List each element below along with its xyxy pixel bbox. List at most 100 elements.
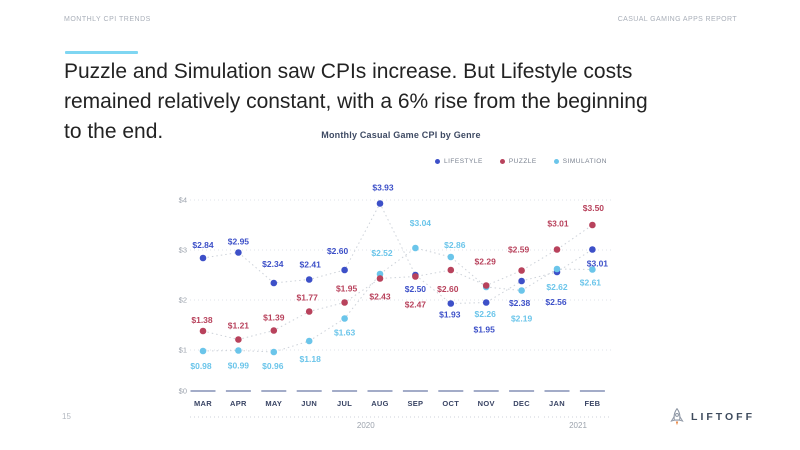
lifestyle-label-may: $2.34 <box>262 259 284 269</box>
simulation-label-dec: $2.19 <box>511 314 533 324</box>
simulation-point-sep <box>412 244 419 252</box>
accent-bar <box>65 51 138 54</box>
chart-title: Monthly Casual Game CPI by Genre <box>321 130 481 140</box>
month-label: OCT <box>442 399 459 408</box>
simulation-label-mar: $0.98 <box>190 361 212 371</box>
puzzle-label-oct: $2.60 <box>437 284 459 294</box>
lifestyle-label-sep: $2.50 <box>405 284 427 294</box>
simulation-label-jun: $1.18 <box>300 354 322 364</box>
legend-label: SIMULATION <box>562 158 607 165</box>
series-labels-puzzle: $1.38 $1.21 $1.39 $1.77 $1.95 $2.43 $2.47 $2.60… <box>191 203 604 331</box>
puzzle-point-jul <box>341 299 348 306</box>
legend-item-lifestyle: LIFESTYLE <box>435 158 483 165</box>
simulation-point-jun <box>305 337 313 345</box>
puzzle-point-apr <box>235 336 242 343</box>
month-label: DEC <box>513 399 530 408</box>
simulation-label-may: $0.96 <box>262 361 284 371</box>
lifestyle-point-feb <box>589 246 596 253</box>
lifestyle-point-jun <box>305 276 313 283</box>
simulation-point-mar <box>199 347 207 355</box>
y-axis-labels: $0 $1 $2 $3 $4 <box>179 196 187 396</box>
lifestyle-label-dec: $2.38 <box>509 298 531 308</box>
month-label: JUN <box>301 399 317 408</box>
puzzle-point-jun <box>305 308 313 315</box>
simulation-point-apr <box>235 347 242 354</box>
month-label: SEP <box>407 399 423 408</box>
headline: Puzzle and Simulation saw CPIs increase.… <box>64 60 648 143</box>
liftoff-logo: LIFTOFF <box>670 408 755 426</box>
puzzle-label-apr: $1.21 <box>228 321 250 331</box>
month-label: MAR <box>194 399 212 408</box>
puzzle-label-jul: $1.95 <box>336 284 358 294</box>
puzzle-point-oct <box>447 266 455 274</box>
legend-label: PUZZLE <box>508 158 537 165</box>
simulation-label-sep: $3.04 <box>410 218 432 228</box>
lifestyle-point-mar <box>199 254 207 262</box>
puzzle-label-jun: $1.77 <box>297 293 319 303</box>
simulation-label-apr: $0.99 <box>228 361 250 371</box>
brand-text: LIFTOFF <box>691 411 755 423</box>
lifestyle-label-feb: $3.01 <box>587 259 609 269</box>
puzzle-point-nov <box>482 282 490 289</box>
legend-item-puzzle: PUZZLE <box>499 158 537 165</box>
chart-legend: LIFESTYLE PUZZLE SIMULATION <box>435 158 607 165</box>
legend-label: LIFESTYLE <box>444 158 483 165</box>
y-tick-label: $2 <box>179 296 187 305</box>
y-tick-label: $4 <box>179 196 187 205</box>
slide-eyebrow: MONTHLY CPI TRENDS <box>64 16 151 23</box>
y-tick-label: $3 <box>179 246 187 255</box>
lifestyle-label-oct: $1.93 <box>439 310 461 320</box>
month-label: MAY <box>265 399 282 408</box>
month-label: JAN <box>549 399 565 408</box>
puzzle-point-may <box>270 327 278 334</box>
rocket-icon <box>670 408 684 426</box>
simulation-point-feb <box>589 266 596 273</box>
year-label: 2020 <box>357 421 375 430</box>
y-tick-label: $0 <box>179 387 187 396</box>
puzzle-label-may: $1.39 <box>263 313 285 323</box>
lifestyle-point-aug <box>376 200 384 207</box>
y-tick-label: $1 <box>179 346 187 355</box>
puzzle-point-sep <box>412 273 419 280</box>
series-points-simulation <box>199 244 596 356</box>
simulation-label-jan: $2.62 <box>546 282 568 292</box>
puzzle-point-feb <box>589 221 596 229</box>
lifestyle-point-jul <box>341 266 348 274</box>
puzzle-point-dec <box>518 267 525 274</box>
legend-item-simulation: SIMULATION <box>553 158 607 165</box>
simulation-label-feb: $2.61 <box>580 278 602 288</box>
lifestyle-point-oct <box>447 300 455 307</box>
puzzle-label-dec: $2.59 <box>508 245 530 255</box>
simulation-label-aug: $2.52 <box>371 248 393 258</box>
year-groups: 2020 2021 <box>190 416 612 430</box>
puzzle-point-mar <box>199 327 207 335</box>
simulation-point-oct <box>447 253 455 261</box>
month-label: FEB <box>584 399 600 408</box>
report-title: CASUAL GAMING APPS REPORT <box>617 16 737 23</box>
legend-dot-simulation <box>553 159 559 164</box>
simulation-label-nov: $2.26 <box>475 309 497 319</box>
month-label: AUG <box>371 399 389 408</box>
simulation-label-oct: $2.86 <box>444 240 466 250</box>
puzzle-point-jan <box>553 246 561 253</box>
series-labels-lifestyle: $2.84 $2.95 $2.34 $2.41 $2.60 $3.93 $2.50 $1.93… <box>192 183 608 335</box>
series-points-lifestyle <box>199 200 596 307</box>
month-label: JUL <box>337 399 352 408</box>
lifestyle-label-nov: $1.95 <box>474 325 496 335</box>
legend-dot-lifestyle <box>435 159 440 164</box>
simulation-point-may <box>270 348 278 356</box>
series-line-puzzle <box>202 224 593 341</box>
simulation-point-jul <box>341 315 348 322</box>
lifestyle-label-jan: $2.56 <box>545 297 567 307</box>
lifestyle-point-apr <box>235 249 242 256</box>
lifestyle-point-nov <box>482 299 490 306</box>
puzzle-label-sep: $2.47 <box>405 300 427 310</box>
page-number: 15 <box>62 412 71 421</box>
puzzle-label-aug: $2.43 <box>369 292 391 302</box>
lifestyle-label-jun: $2.41 <box>300 260 322 270</box>
puzzle-label-jan: $3.01 <box>547 219 569 229</box>
month-label: NOV <box>478 399 495 408</box>
lifestyle-label-aug: $3.93 <box>372 183 394 193</box>
